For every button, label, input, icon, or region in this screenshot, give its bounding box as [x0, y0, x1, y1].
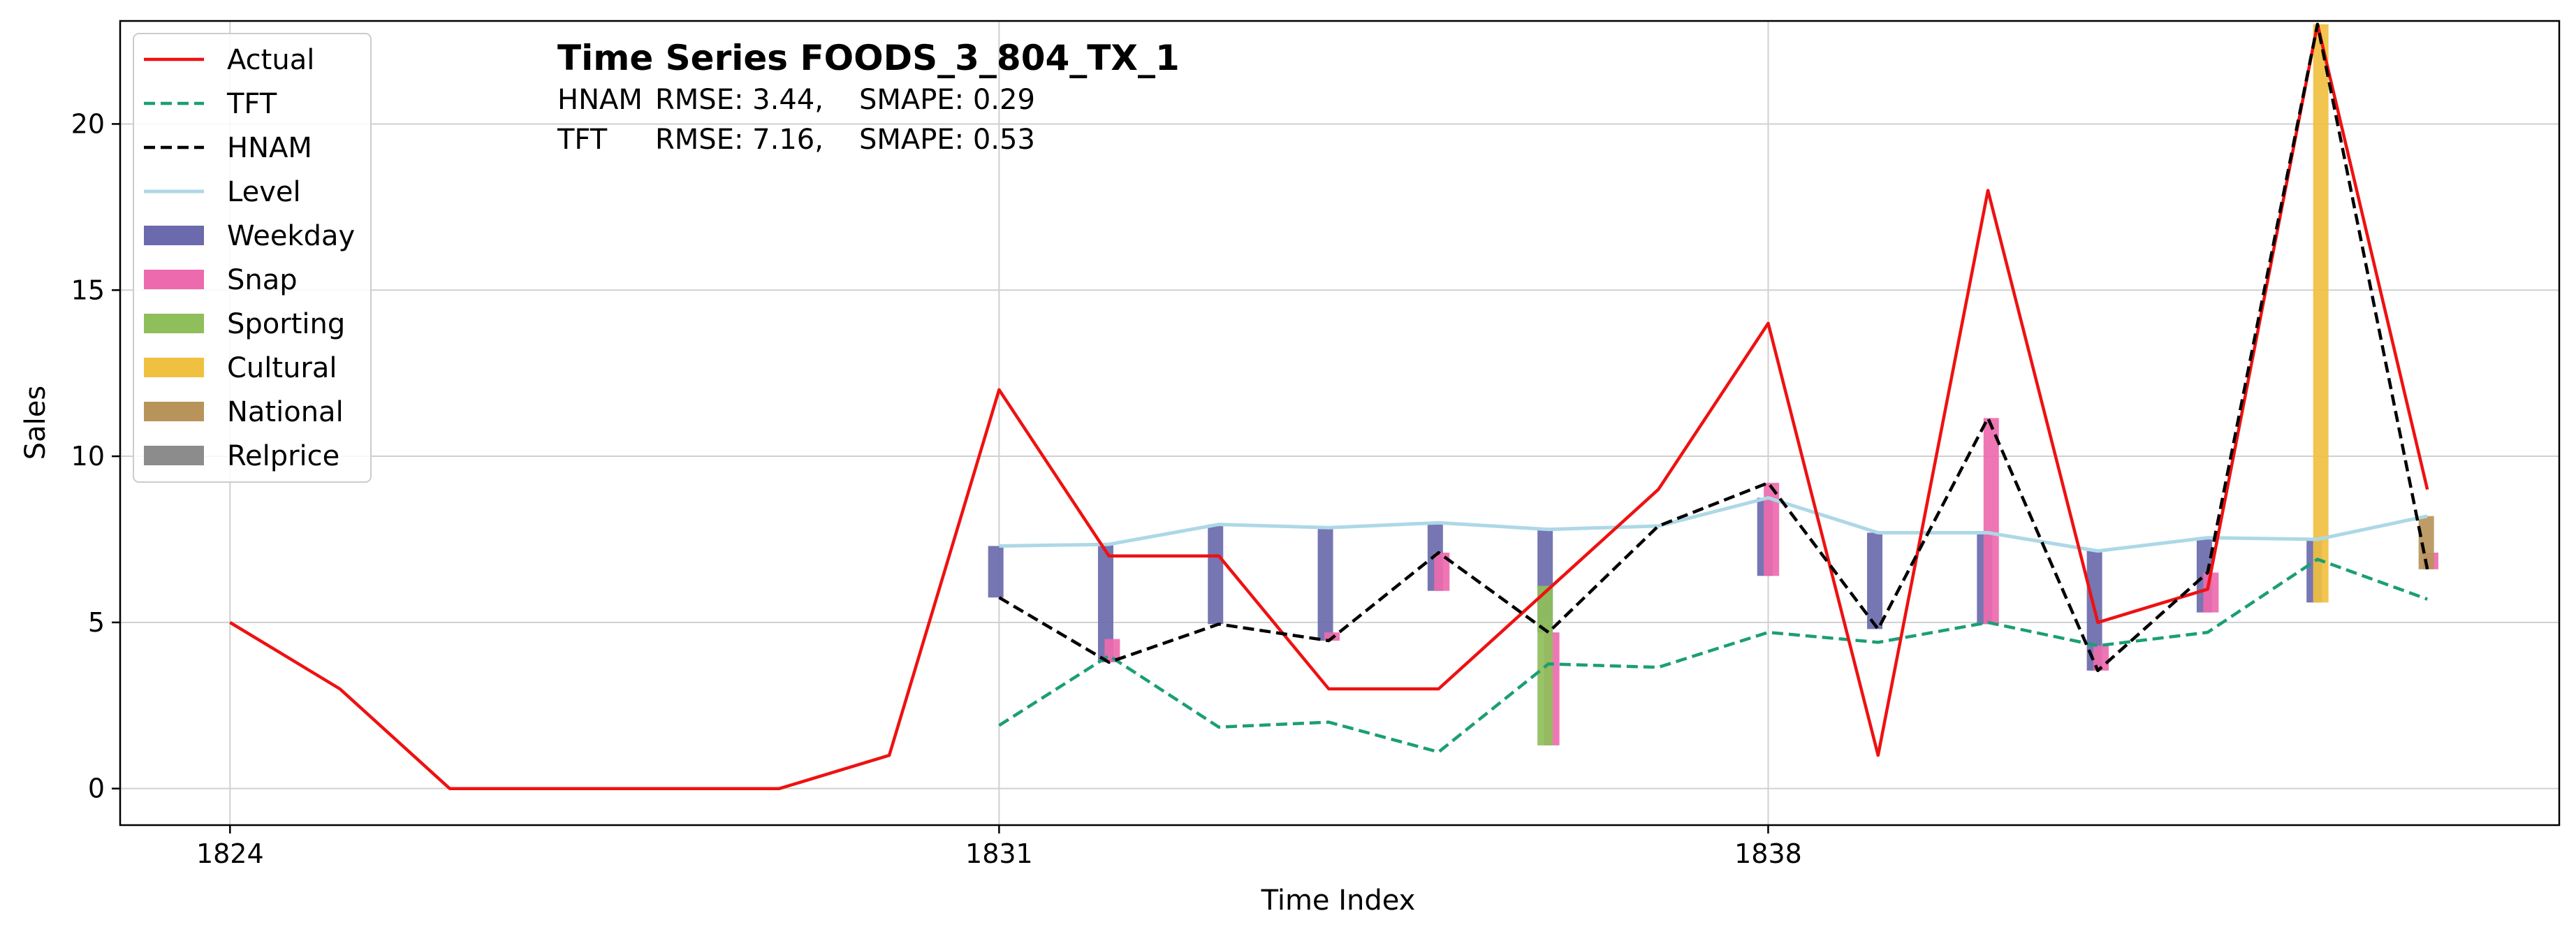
metric-model-hnam: HNAM [557, 84, 643, 116]
snap-bar [1434, 552, 1450, 591]
legend-label-national: National [227, 396, 344, 428]
x-tick-label: 1824 [196, 838, 264, 869]
legend-item-hnam: HNAM [144, 132, 312, 164]
legend-item-actual: Actual [144, 44, 314, 76]
metric-smape-hnam: SMAPE: 0.29 [859, 84, 1035, 116]
actual-line [229, 22, 2429, 790]
axis-ticks: 1824 1831 1838 0 5 10 15 20 [71, 108, 1802, 869]
cultural-bar [2313, 24, 2329, 603]
metric-row-tft: TFT RMSE: 7.16, SMAPE: 0.53 [557, 124, 1035, 156]
legend-item-level: Level [144, 176, 301, 208]
x-tick-label: 1838 [1734, 838, 1802, 869]
snap-bar [1983, 418, 1999, 625]
legend-item-weekday: Weekday [144, 220, 355, 252]
x-axis-label: Time Index [1261, 885, 1416, 917]
weekday-bar [1317, 527, 1333, 641]
metric-row-hnam: HNAM RMSE: 3.44, SMAPE: 0.29 [557, 84, 1035, 116]
legend-label-hnam: HNAM [227, 132, 312, 164]
y-tick-label: 10 [71, 441, 105, 472]
weekday-bar [1097, 544, 1113, 662]
legend-item-cultural: Cultural [144, 352, 337, 384]
weekday-bar [1867, 532, 1883, 629]
legend-item-snap: Snap [144, 264, 298, 296]
x-tick-label: 1831 [965, 838, 1033, 869]
metric-model-tft: TFT [557, 124, 608, 156]
y-axis-label: Sales [20, 386, 52, 460]
metric-rmse-tft: RMSE: 7.16, [655, 124, 824, 156]
legend-label-sporting: Sporting [227, 308, 345, 340]
legend-item-tft: TFT [144, 88, 277, 120]
component-bars [988, 24, 2438, 745]
y-tick-label: 15 [71, 275, 105, 305]
legend-label-snap: Snap [227, 264, 298, 296]
metric-rmse-hnam: RMSE: 3.44, [655, 84, 824, 116]
legend-swatch-relprice [144, 446, 204, 465]
legend-item-national: National [144, 396, 344, 428]
snap-bar [1104, 639, 1120, 662]
legend-swatch-sporting [144, 314, 204, 333]
legend-swatch-cultural [144, 358, 204, 377]
legend-item-sporting: Sporting [144, 308, 345, 340]
legend-label-weekday: Weekday [227, 220, 355, 252]
series-lines [229, 22, 2429, 790]
legend-item-relprice: Relprice [144, 440, 339, 472]
hnam-line [998, 22, 2429, 673]
legend-swatch-national [144, 402, 204, 421]
weekday-bar [1208, 524, 1224, 625]
legend: Actual TFT HNAM Level Weekday Snap Sporting Cul… [133, 33, 372, 483]
snap-bar [2203, 572, 2219, 613]
weekday-bar [988, 546, 1004, 598]
tft-line [998, 558, 2428, 754]
chart-title: Time Series FOODS_3_804_TX_1 [557, 38, 1180, 78]
snap-bar [2093, 646, 2109, 671]
y-tick-label: 5 [88, 607, 105, 638]
y-tick-label: 0 [88, 773, 105, 804]
national-bar [2418, 516, 2434, 569]
metric-smape-tft: SMAPE: 0.53 [859, 124, 1035, 156]
snap-bar [1764, 483, 1780, 576]
plot-frame [119, 20, 2561, 827]
legend-label-tft: TFT [226, 88, 277, 120]
legend-swatch-snap [144, 270, 204, 289]
level-line [999, 496, 2428, 553]
y-tick-label: 20 [71, 108, 105, 139]
legend-label-level: Level [227, 176, 301, 208]
legend-swatch-weekday [144, 226, 204, 245]
legend-label-actual: Actual [227, 44, 314, 76]
legend-label-cultural: Cultural [227, 352, 337, 384]
legend-label-relprice: Relprice [227, 440, 339, 472]
